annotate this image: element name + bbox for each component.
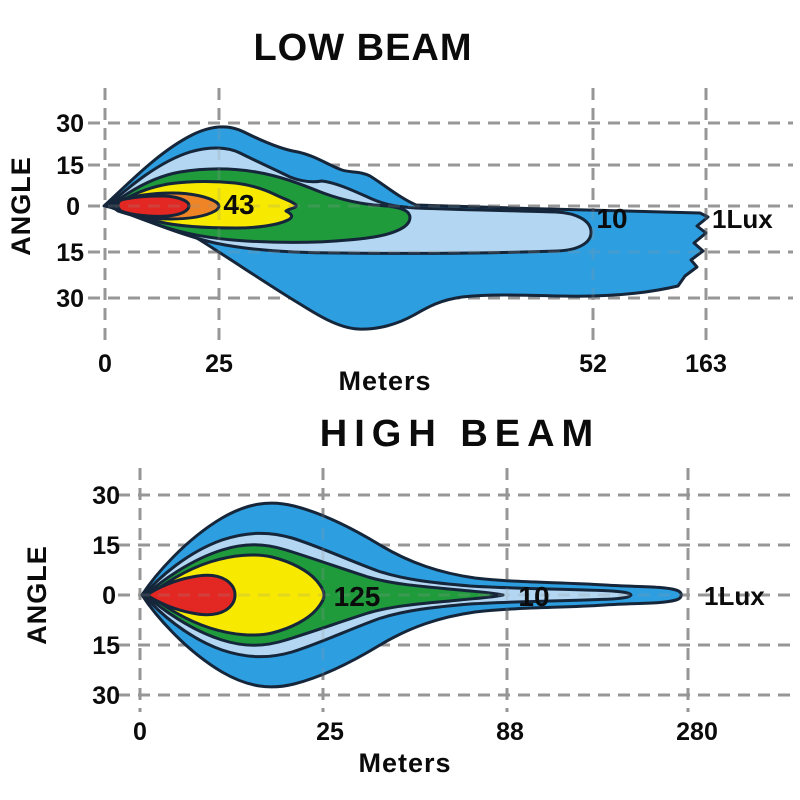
low-beam-contour-red [116,194,191,218]
high-beam-x-tick-88: 88 [496,718,524,746]
high-beam-x-tick-25: 25 [316,718,344,746]
high-beam-y-tick-30-top: 30 [92,482,120,510]
low-beam-y-tick-15-top: 15 [56,152,84,180]
low-beam-x-tick-25: 25 [205,350,233,378]
high-beam-x-tick-0: 0 [133,718,147,746]
high-beam-contour-red [145,573,237,617]
low-beam-x-axis: 0 25 52 163 Meters [98,350,727,396]
low-beam-y-axis-label: ANGLE [6,156,36,256]
low-beam-contour-labels: 43 10 1Lux [223,189,773,234]
high-beam-contour-labels: 125 10 1Lux [334,581,766,612]
low-beam-label-10: 10 [596,203,627,234]
low-beam-y-tick-0: 0 [66,193,80,221]
high-beam-contours [140,501,683,689]
low-beam-x-tick-52: 52 [579,350,607,378]
high-beam-contour-125lux-yellow [148,553,326,637]
low-beam-y-axis: ANGLE 30 15 0 15 30 [6,110,84,313]
high-beam-y-axis-label: ANGLE [22,545,52,645]
high-beam-x-axis: 0 25 88 280 Meters [133,718,718,778]
low-beam-chart: LOW BEAM [6,27,793,396]
high-beam-y-axis: ANGLE 30 15 0 15 30 [22,482,120,710]
low-beam-x-tick-163: 163 [685,350,727,378]
high-beam-title: HIGH BEAM [320,413,600,455]
low-beam-contours [102,125,710,331]
low-beam-x-axis-label: Meters [338,366,431,396]
low-beam-label-1lux: 1Lux [712,204,773,234]
high-beam-grid-overlay [118,468,700,712]
high-beam-chart: HIGH BEAM ANGLE [22,413,793,778]
high-beam-y-tick-15-top: 15 [92,532,120,560]
low-beam-y-tick-15-bottom: 15 [56,239,84,267]
high-beam-y-tick-15-bottom: 15 [92,632,120,660]
low-beam-y-tick-30-top: 30 [56,110,84,138]
high-beam-x-tick-280: 280 [676,718,718,746]
high-beam-y-tick-30-bottom: 30 [92,682,120,710]
low-beam-grid-overlay [88,88,708,342]
high-beam-label-1lux: 1Lux [704,581,765,611]
low-beam-x-tick-0: 0 [98,350,112,378]
low-beam-label-43: 43 [223,189,254,220]
high-beam-y-tick-0: 0 [102,582,116,610]
high-beam-label-125: 125 [334,581,381,612]
low-beam-title: LOW BEAM [253,27,472,69]
low-beam-y-tick-30-bottom: 30 [56,285,84,313]
high-beam-x-axis-label: Meters [358,748,451,778]
high-beam-label-10: 10 [518,581,549,612]
